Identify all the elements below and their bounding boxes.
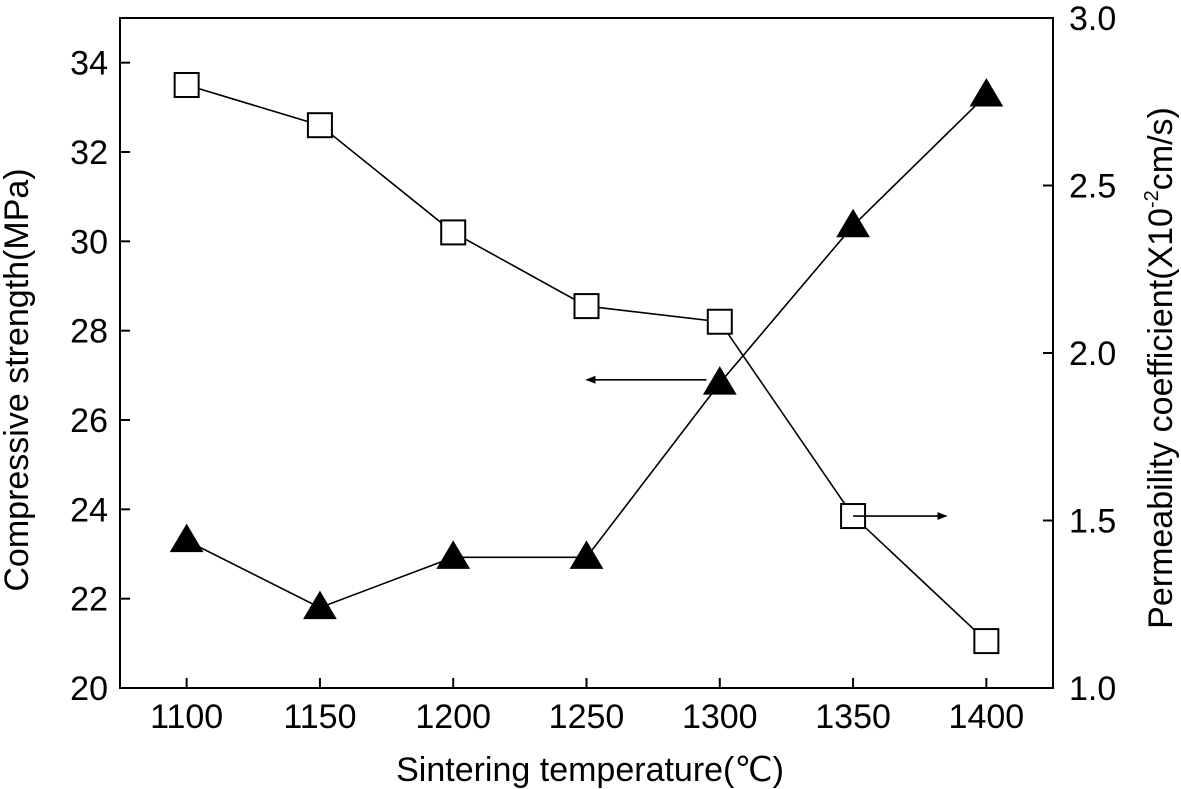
y-tick-label: 34 [70,45,108,83]
x-tick-label: 1150 [283,698,356,736]
y2-tick-label: 3.0 [1069,0,1116,38]
y-tick-label: 24 [70,491,108,529]
x-tick-label: 1350 [815,698,891,736]
y2-label-tail: cm/s) [1142,107,1180,190]
y-tick-label: 30 [70,223,108,261]
x-tick-label: 1300 [682,698,758,736]
y-axis-title-left: Compressive strength(MPa) [0,168,36,591]
y2-tick-label: 2.0 [1069,335,1116,373]
y-tick-label: 26 [70,402,108,440]
square-point [173,72,200,98]
y2-tick-label: 1.0 [1069,670,1116,708]
triangle-point [569,540,604,569]
x-tick-label: 1200 [415,698,491,736]
y-axis-title-right: Permeability coefficient(X10-2cm/s) [1141,107,1180,629]
x-axis-title: Sintering temperature(℃) [396,751,784,789]
y2-label-main: Permeability coefficient(X10 [1142,208,1180,629]
y-axis-left: 20 22 24 26 28 30 32 34 [70,45,130,708]
triangle-point [303,590,337,620]
x-tick-label: 1100 [150,698,223,736]
triangle-point [702,366,737,395]
y-tick-label: 28 [70,313,108,351]
plot-frame [119,17,1054,689]
square-point [706,308,733,335]
square-point [573,293,600,320]
x-axis: 1100 1150 1200 1250 1300 1350 1400 [150,678,1024,736]
y-tick-label: 32 [70,134,108,172]
triangle-point [836,208,870,238]
x-tick-label: 1250 [549,698,625,736]
y-axis-right: 1.0 1.5 2.0 2.5 3.0 [1043,0,1116,708]
y2-label-sup: -2 [1141,190,1163,208]
series-line-1 [186,94,987,609]
series-layer [169,72,1004,655]
y-tick-label: 20 [70,670,108,708]
square-point [973,628,1000,655]
triangle-point [169,523,204,553]
square-point [306,112,333,139]
x-tick-label: 1400 [949,698,1025,736]
annotation-layer [585,375,948,521]
y2-tick-label: 2.5 [1069,168,1116,206]
triangle-point [969,78,1004,107]
y-tick-label: 22 [70,581,108,619]
triangle-point [436,540,471,569]
y2-tick-label: 1.5 [1069,503,1116,541]
square-point [440,219,467,246]
